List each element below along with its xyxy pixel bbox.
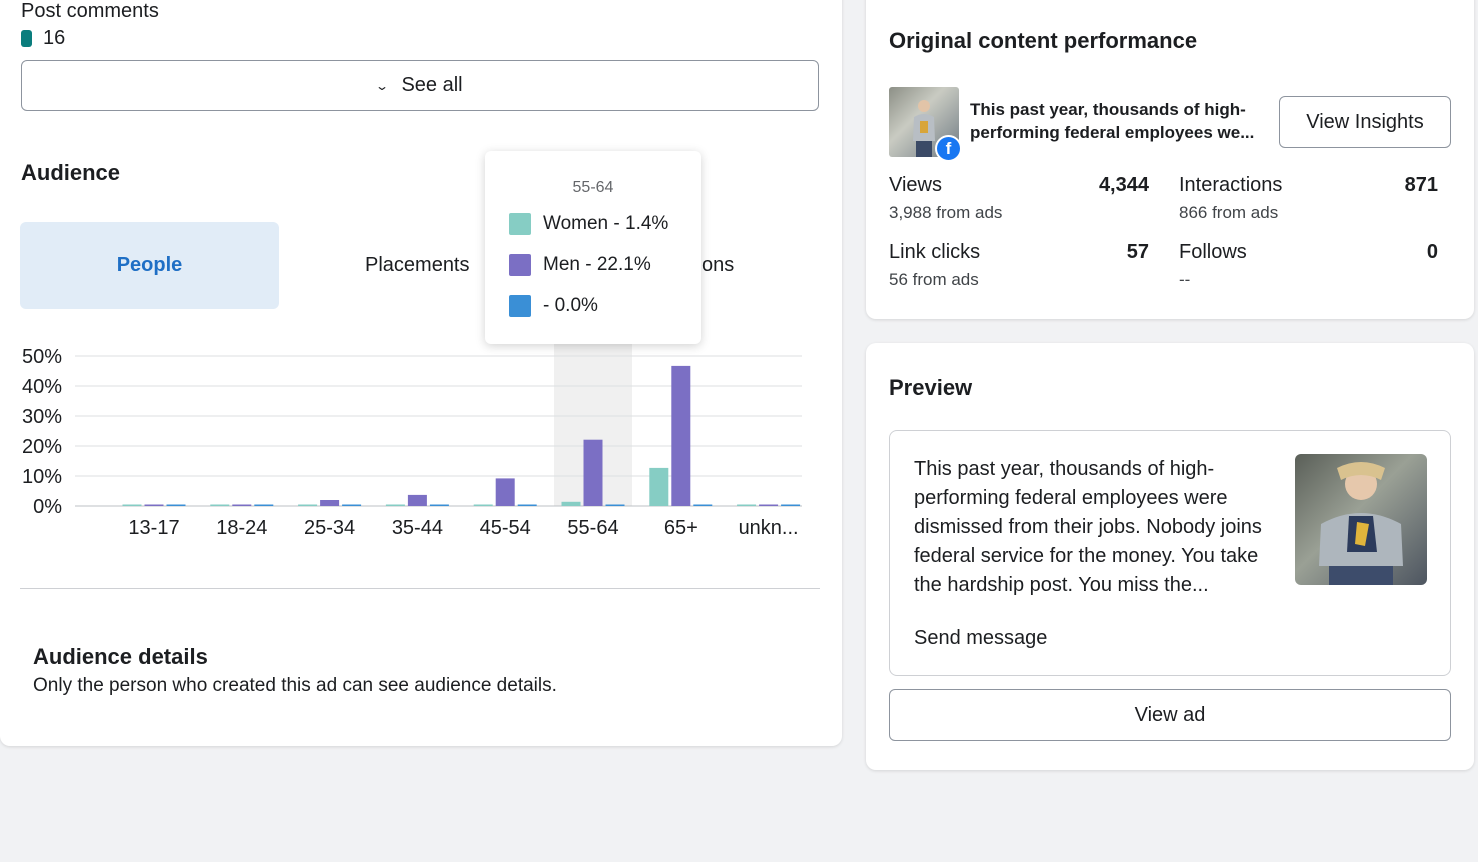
bar-men-13-17[interactable] — [144, 504, 164, 507]
metric-link-clicks-sub: 56 from ads — [889, 270, 979, 289]
bar-men-55-64[interactable] — [583, 439, 603, 506]
men-swatch — [509, 254, 531, 276]
tooltip-row-label: Men - 22.1% — [543, 254, 651, 275]
view-ad-button[interactable]: View ad — [889, 689, 1451, 741]
bar-unknown-45-54[interactable] — [517, 504, 537, 507]
x-tick-label: 45-54 — [480, 517, 531, 539]
bar-women-45-54[interactable] — [473, 504, 493, 507]
bar-women-55-64[interactable] — [561, 501, 581, 506]
person-photo-icon — [1319, 462, 1403, 585]
bar-women-25-34[interactable] — [298, 504, 318, 507]
tooltip-row-label: - 0.0% — [543, 295, 598, 316]
metric-follows-sub: -- — [1179, 270, 1191, 289]
audience-details-title: Audience details — [33, 644, 208, 669]
metric-link-clicks-label: Link clicks — [889, 241, 981, 263]
insights-left-card: Post comments 16 ⌄ See all Audience Peop… — [0, 0, 842, 746]
audience-details-text: Only the person who created this ad can … — [33, 675, 557, 696]
post-comments-swatch — [21, 30, 32, 47]
preview-image — [1295, 454, 1427, 585]
x-tick-label: 18-24 — [216, 517, 267, 539]
audience-title: Audience — [21, 160, 121, 185]
original-content-performance-card: Original content performance f This past… — [866, 0, 1474, 319]
metric-views-label: Views — [889, 174, 942, 196]
tab-placements-label: Placements — [365, 254, 470, 276]
x-tick-label: 13-17 — [128, 517, 179, 539]
bar-women-35-44[interactable] — [385, 504, 405, 507]
x-tick-label: 25-34 — [304, 517, 355, 539]
bar-unknown-25-34[interactable] — [342, 504, 362, 507]
audience-age-chart: 50% 40% 30% 20% 10% 0% 13-17 18-24 25-34 35-44 45-… — [22, 338, 802, 539]
bar-women-13-17[interactable] — [122, 504, 142, 507]
view-insights-button[interactable]: View Insights — [1279, 96, 1451, 148]
ocp-title: Original content performance — [889, 28, 1198, 53]
bar-men-unkn...[interactable] — [759, 504, 779, 507]
see-all-button[interactable]: ⌄ See all — [21, 60, 819, 111]
metric-interactions-label: Interactions — [1179, 174, 1283, 196]
tab-people-label: People — [116, 254, 183, 276]
post-comments-label: Post comments — [21, 0, 159, 22]
bar-men-45-54[interactable] — [495, 478, 515, 506]
y-tick-label: 10% — [22, 466, 62, 488]
tooltip-row-men: Men - 22.1% — [509, 254, 651, 276]
chevron-down-icon: ⌄ — [375, 78, 390, 93]
women-swatch — [509, 213, 531, 235]
bar-women-18-24[interactable] — [210, 504, 230, 507]
y-tick-label: 20% — [22, 436, 62, 458]
metric-interactions-sub: 866 from ads — [1179, 203, 1279, 222]
bar-unknown-65+[interactable] — [693, 504, 713, 507]
unknown-swatch — [509, 295, 531, 317]
bar-unknown-55-64[interactable] — [605, 504, 625, 507]
tooltip-row-women: Women - 1.4% — [509, 213, 668, 235]
bar-men-35-44[interactable] — [407, 494, 427, 506]
x-tick-label: 35-44 — [392, 517, 443, 539]
preview-text: This past year, thousands of high-perfor… — [914, 458, 1262, 596]
bar-unknown-unkn...[interactable] — [781, 504, 801, 507]
tab-locations-label: ons — [702, 254, 735, 276]
divider — [20, 588, 820, 589]
x-tick-label: 65+ — [664, 517, 698, 539]
metric-views-value: 4,344 — [1098, 174, 1149, 196]
y-tick-label: 30% — [22, 406, 62, 428]
tab-placements[interactable]: Placements — [365, 254, 470, 277]
facebook-icon: f — [935, 135, 962, 162]
preview-title: Preview — [889, 375, 973, 400]
post-comments-count: 16 — [43, 27, 66, 49]
metric-follows-value: 0 — [1426, 241, 1438, 263]
bar-women-65+[interactable] — [649, 467, 669, 506]
tooltip-row-label: Women - 1.4% — [543, 213, 669, 234]
metric-interactions-value: 871 — [1404, 174, 1438, 196]
bar-men-65+[interactable] — [671, 365, 691, 506]
bar-unknown-13-17[interactable] — [166, 504, 186, 507]
bar-men-18-24[interactable] — [232, 504, 252, 507]
bar-women-unkn...[interactable] — [737, 504, 757, 507]
bar-men-25-34[interactable] — [320, 500, 340, 506]
tooltip-title: 55-64 — [572, 179, 614, 196]
y-tick-label: 40% — [22, 376, 62, 398]
tooltip-row-unknown: - 0.0% — [509, 295, 598, 317]
y-tick-label: 50% — [22, 346, 62, 368]
metric-views-sub: 3,988 from ads — [889, 203, 1003, 222]
metric-link-clicks-value: 57 — [1126, 241, 1149, 263]
x-tick-label: unkn... — [739, 517, 799, 539]
bar-unknown-35-44[interactable] — [429, 504, 449, 507]
post-description: This past year, thousands of high-perfor… — [970, 100, 1255, 142]
person-figure-icon — [913, 100, 935, 157]
chart-tooltip: 55-64 Women - 1.4% Men - 22.1% - 0.0% — [485, 151, 701, 344]
tab-people[interactable]: People — [20, 222, 279, 309]
send-message-cta[interactable]: Send message — [914, 627, 1048, 649]
bar-unknown-18-24[interactable] — [254, 504, 274, 507]
preview-card: Preview This past year, thousands of hig… — [866, 343, 1474, 770]
ad-preview[interactable]: This past year, thousands of high-perfor… — [889, 430, 1451, 676]
y-tick-label: 0% — [33, 496, 62, 518]
metric-follows-label: Follows — [1179, 241, 1247, 263]
tab-locations[interactable]: ons — [702, 254, 734, 277]
x-tick-label: 55-64 — [567, 517, 618, 539]
see-all-label: See all — [401, 74, 463, 96]
